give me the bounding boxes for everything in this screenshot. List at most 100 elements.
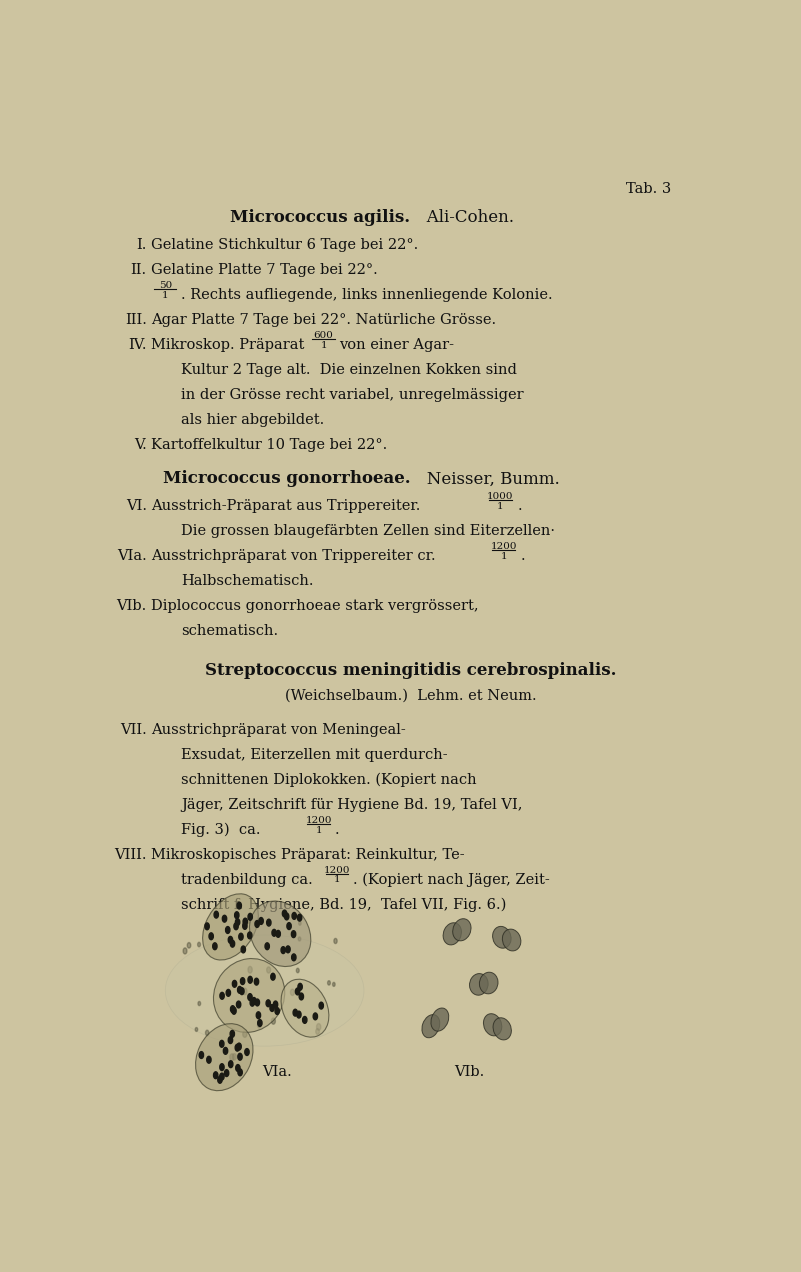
Circle shape bbox=[332, 982, 335, 986]
Ellipse shape bbox=[493, 926, 511, 948]
Circle shape bbox=[334, 939, 337, 944]
Circle shape bbox=[214, 911, 219, 918]
Circle shape bbox=[267, 920, 271, 926]
Text: .: . bbox=[517, 499, 522, 513]
Circle shape bbox=[235, 918, 239, 926]
Ellipse shape bbox=[422, 1015, 440, 1038]
Text: 600: 600 bbox=[314, 331, 333, 340]
Circle shape bbox=[223, 916, 227, 922]
Text: III.: III. bbox=[125, 313, 147, 327]
Text: Tab. 3: Tab. 3 bbox=[626, 182, 671, 196]
Text: 1: 1 bbox=[497, 502, 504, 511]
Circle shape bbox=[228, 1061, 233, 1067]
Text: VIII.: VIII. bbox=[115, 847, 147, 861]
Circle shape bbox=[243, 918, 248, 925]
Circle shape bbox=[226, 990, 231, 996]
Circle shape bbox=[241, 946, 245, 953]
Circle shape bbox=[316, 1029, 320, 1034]
Ellipse shape bbox=[195, 1024, 253, 1090]
Circle shape bbox=[296, 988, 300, 995]
Circle shape bbox=[296, 1011, 301, 1018]
Circle shape bbox=[234, 923, 238, 930]
Text: I.: I. bbox=[136, 238, 147, 252]
Circle shape bbox=[231, 940, 235, 948]
Circle shape bbox=[213, 943, 217, 950]
Ellipse shape bbox=[203, 894, 259, 960]
Circle shape bbox=[248, 932, 252, 939]
Circle shape bbox=[238, 1068, 242, 1076]
Text: Micrococcus agilis.   Ali-Cohen.: Micrococcus agilis. Ali-Cohen. bbox=[278, 210, 543, 226]
Text: V.: V. bbox=[134, 438, 147, 452]
Circle shape bbox=[298, 983, 302, 990]
Circle shape bbox=[291, 990, 295, 996]
Text: Mikroskopisches Präparat: Reinkultur, Te-: Mikroskopisches Präparat: Reinkultur, Te… bbox=[151, 847, 465, 861]
Circle shape bbox=[231, 1007, 236, 1014]
Circle shape bbox=[243, 1030, 247, 1038]
Text: Streptococcus meningitidis cerebrospinalis.: Streptococcus meningitidis cerebrospinal… bbox=[205, 661, 616, 678]
Circle shape bbox=[237, 1043, 241, 1049]
Ellipse shape bbox=[493, 1018, 511, 1040]
Text: Ausstrich-Präparat aus Trippereiter.: Ausstrich-Präparat aus Trippereiter. bbox=[151, 499, 421, 513]
Text: Ausstrichpräparat von Trippereiter cr.: Ausstrichpräparat von Trippereiter cr. bbox=[151, 550, 436, 563]
Circle shape bbox=[293, 1009, 297, 1016]
Circle shape bbox=[303, 1016, 307, 1024]
Text: Mikroskop. Präparat: Mikroskop. Präparat bbox=[151, 338, 304, 352]
Circle shape bbox=[218, 1076, 222, 1084]
Circle shape bbox=[235, 1065, 240, 1071]
Circle shape bbox=[299, 921, 301, 925]
Text: .: . bbox=[335, 823, 340, 837]
Text: . (Kopiert nach Jäger, Zeit-: . (Kopiert nach Jäger, Zeit- bbox=[353, 873, 550, 887]
Circle shape bbox=[224, 1070, 229, 1076]
Circle shape bbox=[266, 1000, 271, 1006]
Circle shape bbox=[183, 948, 187, 954]
Text: 1: 1 bbox=[162, 291, 169, 300]
Text: IV.: IV. bbox=[128, 338, 147, 352]
Circle shape bbox=[313, 1013, 317, 1020]
Text: 1200: 1200 bbox=[305, 815, 332, 824]
Text: (Weichselbaum.)  Lehm. et Neum.: (Weichselbaum.) Lehm. et Neum. bbox=[284, 689, 537, 703]
Text: Fig. 3)  ca.: Fig. 3) ca. bbox=[181, 823, 260, 837]
Circle shape bbox=[198, 943, 200, 946]
Circle shape bbox=[195, 1028, 198, 1032]
Circle shape bbox=[272, 930, 276, 936]
Circle shape bbox=[273, 1001, 278, 1007]
Circle shape bbox=[267, 967, 271, 973]
Circle shape bbox=[292, 954, 296, 960]
Circle shape bbox=[198, 1001, 200, 1006]
Text: Micrococcus agilis.: Micrococcus agilis. bbox=[231, 210, 410, 226]
Circle shape bbox=[235, 912, 239, 918]
Ellipse shape bbox=[443, 922, 461, 945]
Circle shape bbox=[236, 1001, 241, 1007]
Ellipse shape bbox=[502, 929, 521, 951]
Circle shape bbox=[220, 992, 224, 1000]
Ellipse shape bbox=[480, 972, 498, 993]
Text: Neisser, Bumm.: Neisser, Bumm. bbox=[410, 471, 559, 487]
Circle shape bbox=[231, 1006, 235, 1013]
Circle shape bbox=[214, 1072, 218, 1079]
Circle shape bbox=[238, 1053, 242, 1060]
Circle shape bbox=[297, 915, 302, 921]
Circle shape bbox=[292, 912, 296, 920]
Text: 1: 1 bbox=[316, 826, 322, 834]
Text: VIb.: VIb. bbox=[116, 599, 147, 613]
Ellipse shape bbox=[165, 935, 364, 1046]
Circle shape bbox=[230, 1038, 233, 1043]
Circle shape bbox=[230, 1030, 235, 1037]
Text: 50: 50 bbox=[159, 281, 172, 290]
Circle shape bbox=[252, 997, 256, 1005]
Circle shape bbox=[284, 913, 289, 920]
Text: Jäger, Zeitschrift für Hygiene Bd. 19, Tafel VI,: Jäger, Zeitschrift für Hygiene Bd. 19, T… bbox=[181, 798, 522, 812]
Text: Diplococcus gonorrhoeae stark vergrössert,: Diplococcus gonorrhoeae stark vergrösser… bbox=[151, 599, 479, 613]
Text: 1200: 1200 bbox=[324, 866, 351, 875]
Circle shape bbox=[316, 1024, 321, 1030]
Text: Agar Platte 7 Tage bei 22°. Natürliche Grösse.: Agar Platte 7 Tage bei 22°. Natürliche G… bbox=[151, 313, 496, 327]
Circle shape bbox=[245, 1048, 249, 1056]
Text: Micrococcus gonorrhoeae.: Micrococcus gonorrhoeae. bbox=[163, 471, 410, 487]
Text: VII.: VII. bbox=[120, 722, 147, 736]
Circle shape bbox=[205, 923, 209, 930]
Text: Ausstrichpräparat von Meningeal-: Ausstrichpräparat von Meningeal- bbox=[151, 722, 406, 736]
Text: 1: 1 bbox=[334, 875, 340, 884]
Circle shape bbox=[276, 930, 280, 937]
Circle shape bbox=[259, 917, 264, 925]
Text: schrift f. Hygiene, Bd. 19,  Tafel VII, Fig. 6.): schrift f. Hygiene, Bd. 19, Tafel VII, F… bbox=[181, 898, 506, 912]
